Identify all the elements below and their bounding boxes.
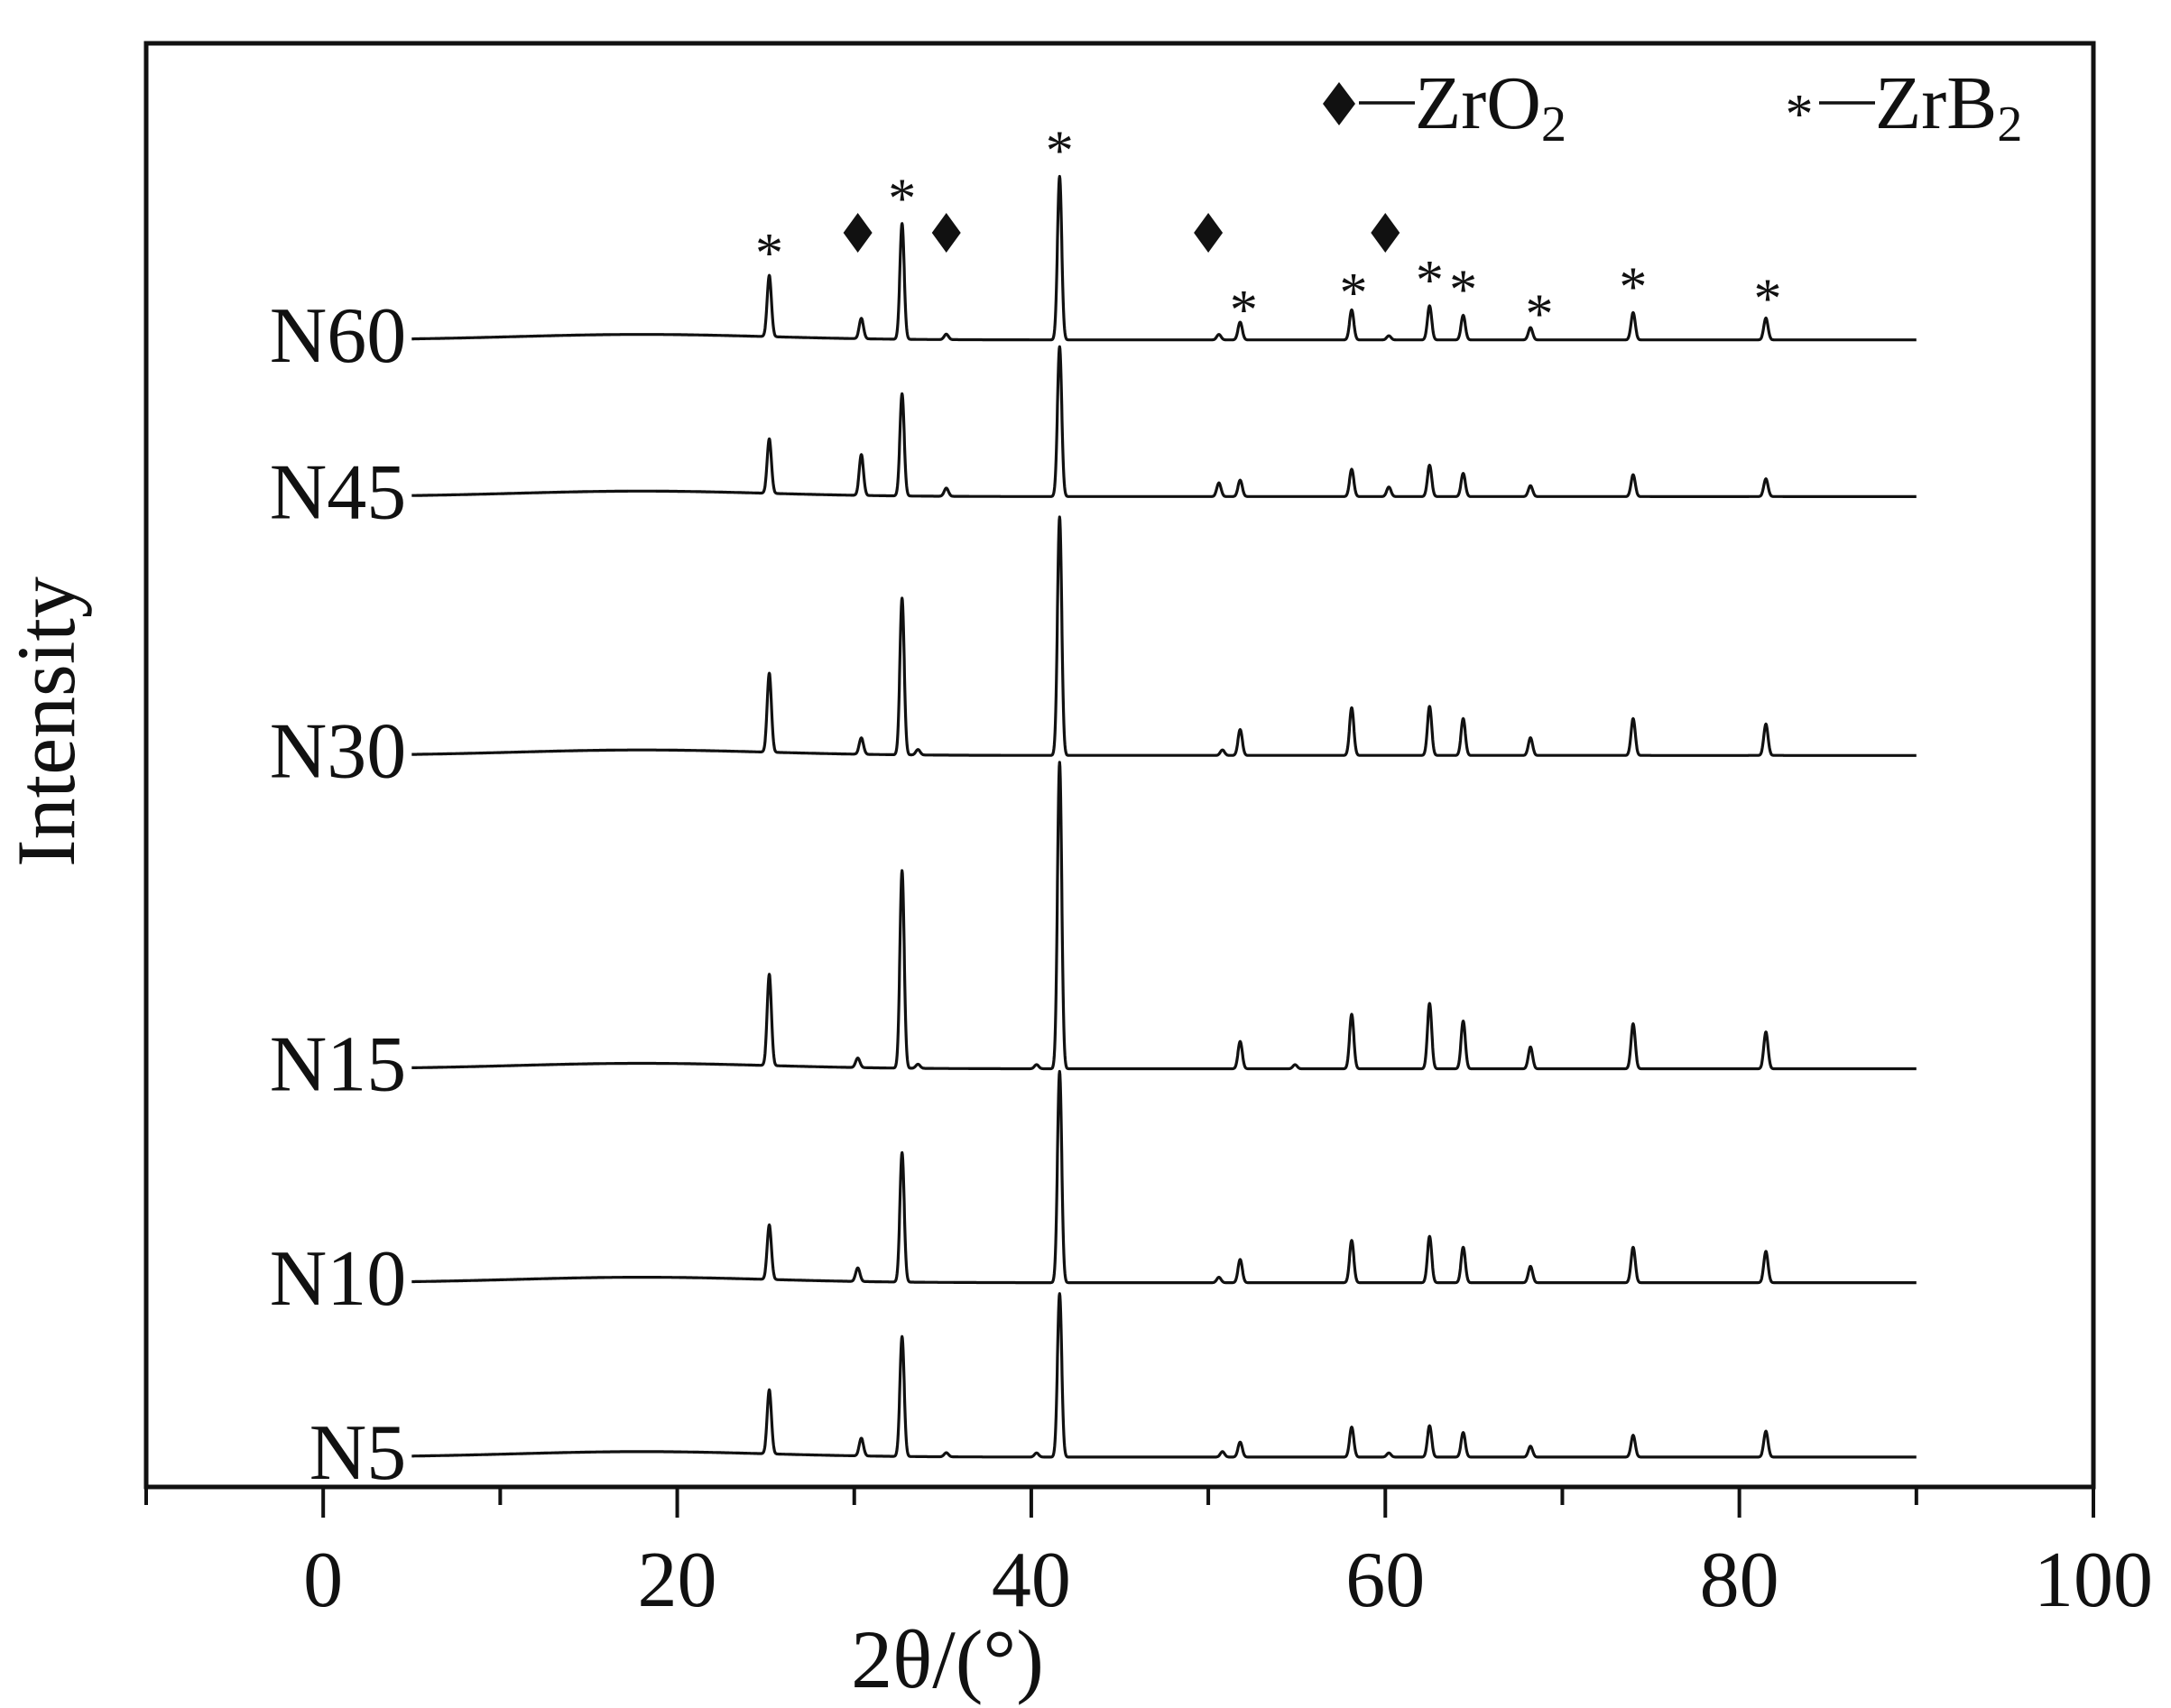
series-line-n10 [411,1069,1917,1285]
legend-label: ZrO2 [1415,61,1566,152]
legend-symbol-star: * [1786,84,1814,145]
legend-item-zro2: ZrO2 [1323,61,1566,152]
zrb2-peak-marker: * [1754,269,1782,330]
series-label-n45: N45 [270,449,407,537]
zrb2-peak-marker: * [1449,260,1477,321]
zrb2-peak-marker: * [1230,280,1258,341]
series-line-n60 [411,174,1917,342]
zro2-peak-marker [931,213,961,253]
x-tick-label: 40 [992,1537,1071,1624]
plot-frame [143,41,2096,1490]
zro2-peak-marker [843,213,873,253]
legend-item-zrb2: * ZrB2 [1786,61,2023,152]
series-line-n5 [411,1292,1917,1459]
series-label-n15: N15 [270,1021,407,1109]
zrb2-peak-marker: * [1525,284,1553,346]
zrb2-peak-marker: * [888,168,916,229]
series-label-n30: N30 [270,707,407,795]
x-tick-label: 20 [638,1537,717,1624]
zrb2-peak-marker: * [1416,250,1444,311]
series-label-n60: N60 [270,292,407,380]
zro2-peak-marker [1371,213,1400,253]
x-tick-label: 100 [2034,1537,2153,1624]
x-tick-label: 0 [303,1537,343,1624]
zro2-peak-marker [1194,213,1224,253]
legend-symbol-diamond [1323,82,1355,125]
series-label-n10: N10 [270,1235,407,1323]
y-axis-label: Intensity [0,577,92,867]
zrb2-peak-marker: * [1619,257,1647,319]
x-tick-label: 80 [1700,1537,1779,1624]
series-line-n30 [411,515,1917,757]
x-tick-label: 60 [1345,1537,1425,1624]
zrb2-peak-marker: * [1046,121,1074,182]
series-line-n15 [411,761,1917,1071]
legend-label: ZrB2 [1875,61,2022,152]
series-label-n5: N5 [309,1409,407,1497]
x-axis-label: 2θ/(°) [851,1613,1044,1705]
zrb2-peak-marker: * [755,223,783,284]
zrb2-peak-marker: * [1339,263,1367,324]
series-line-n45 [411,345,1917,498]
